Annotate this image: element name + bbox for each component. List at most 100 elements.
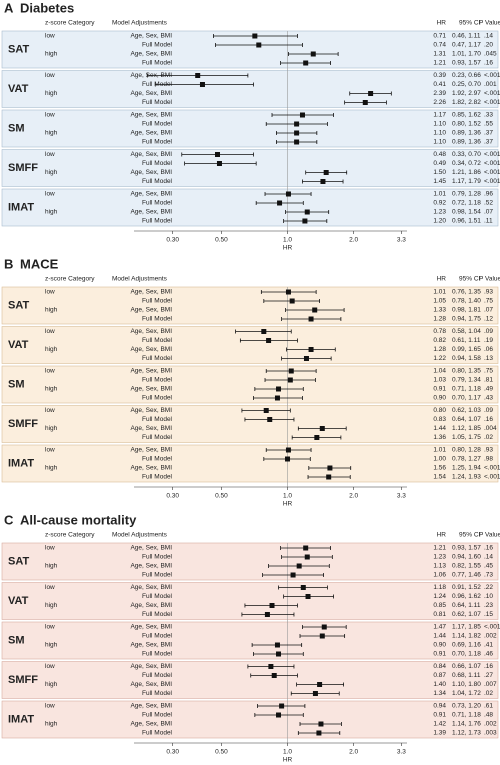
x-tick-label: 1.0	[283, 237, 292, 244]
hr-label: 1.00	[433, 456, 446, 463]
hr-label: 1.47	[433, 624, 446, 631]
header: P Value	[479, 276, 500, 283]
ci-label: 1.01, 1.70	[452, 51, 481, 58]
p-label: .43	[484, 395, 493, 402]
p-label: .37	[484, 130, 493, 137]
hr-marker	[276, 651, 282, 657]
hr-label: 1.10	[433, 130, 446, 137]
hr-marker	[302, 218, 308, 224]
model-label: Full Model	[142, 572, 173, 579]
model-label: Full Model	[142, 200, 173, 207]
p-label: .10	[484, 593, 493, 600]
x-tick-label: 2.0	[349, 493, 358, 500]
model-label: Age, Sex, BMI	[130, 328, 172, 335]
model-label: Age, Sex, BMI	[130, 545, 172, 552]
p-label: .22	[484, 584, 493, 591]
hr-label: 0.92	[433, 200, 446, 207]
model-label: Full Model	[142, 60, 173, 67]
p-label: .52	[484, 200, 493, 207]
p-label: <.001	[484, 624, 500, 631]
ci-label: 1.25, 1.94	[452, 465, 481, 472]
hr-marker	[303, 60, 309, 66]
model-label: Full Model	[142, 672, 173, 679]
category-label: low	[45, 407, 55, 414]
hr-label: 1.44	[433, 633, 446, 640]
p-label: .61	[484, 703, 493, 710]
hr-label: 1.54	[433, 474, 446, 481]
hr-label: 1.33	[433, 307, 446, 314]
p-label: .81	[484, 377, 493, 384]
model-label: Age, Sex, BMI	[130, 584, 172, 591]
x-tick-label: 1.0	[283, 749, 292, 756]
header: P Value	[479, 20, 500, 27]
ci-label: 0.34, 0.72	[452, 160, 481, 167]
x-tick-label: 0.30	[166, 237, 179, 244]
category-label: high	[45, 346, 58, 353]
hr-marker	[320, 179, 326, 184]
model-label: Age, Sex, BMI	[130, 663, 172, 670]
ci-label: 0.98, 1.81	[452, 307, 481, 314]
hr-label: 0.91	[433, 712, 446, 719]
hr-marker	[326, 474, 332, 480]
p-label: .93	[484, 447, 493, 454]
hr-marker	[303, 545, 309, 551]
model-label: Age, Sex, BMI	[130, 33, 172, 40]
p-label: .001	[484, 81, 497, 88]
ci-label: 0.46, 1.11	[452, 33, 481, 40]
hr-marker	[274, 395, 280, 401]
ci-label: 0.70, 1.17	[452, 395, 481, 402]
group-box	[1, 149, 499, 187]
hr-marker	[267, 417, 273, 422]
ci-label: 0.47, 1.17	[452, 42, 481, 49]
group-name: SMFF	[8, 418, 38, 430]
header: HR	[437, 276, 447, 283]
p-label: .06	[484, 346, 493, 353]
p-label: .98	[484, 456, 493, 463]
p-label: .46	[484, 651, 493, 658]
hr-marker	[266, 338, 272, 343]
p-label: .48	[484, 712, 493, 719]
panel-title: MACE	[20, 256, 59, 271]
model-label: Age, Sex, BMI	[130, 346, 172, 353]
hr-marker	[268, 664, 274, 669]
group-box	[1, 326, 499, 364]
header: Model Adjustments	[112, 276, 168, 283]
p-label: .16	[484, 416, 493, 423]
group-name: SAT	[8, 555, 29, 567]
p-label: .13	[484, 355, 493, 362]
hr-label: 0.90	[433, 395, 446, 402]
hr-label: 1.01	[433, 447, 446, 454]
group-box	[1, 286, 499, 325]
p-label: .002	[484, 721, 497, 728]
ci-label: 0.96, 1.51	[452, 218, 481, 225]
model-label: Full Model	[142, 593, 173, 600]
ci-label: 0.62, 1.03	[452, 407, 481, 414]
model-label: Age, Sex, BMI	[130, 602, 172, 609]
model-label: Full Model	[142, 337, 173, 344]
hr-marker	[317, 682, 323, 687]
model-label: Full Model	[142, 218, 173, 225]
category-label: low	[45, 624, 55, 631]
ci-label: 0.33, 0.70	[452, 151, 481, 158]
hr-marker	[285, 191, 291, 197]
ci-label: 0.61, 1.11	[452, 337, 481, 344]
hr-label: 1.45	[433, 178, 446, 185]
category-label: high	[45, 90, 58, 97]
hr-label: 1.01	[433, 289, 446, 296]
ci-label: 0.70, 1.18	[452, 651, 481, 658]
category-label: high	[45, 51, 58, 58]
model-label: Full Model	[142, 178, 173, 185]
hr-marker	[195, 73, 201, 78]
ci-label: 0.25, 0.70	[452, 81, 481, 88]
group-name: IMAT	[8, 457, 34, 469]
model-label: Full Model	[142, 474, 173, 481]
ci-label: 0.89, 1.36	[452, 130, 481, 137]
p-label: .12	[484, 316, 493, 323]
model-label: Full Model	[142, 121, 173, 128]
x-axis-label: HR	[283, 757, 293, 764]
header: Model Adjustments	[112, 20, 168, 27]
hr-label: 1.13	[433, 563, 446, 570]
hr-marker	[319, 633, 325, 639]
category-label: high	[45, 721, 58, 728]
ci-label: 0.58, 1.04	[452, 328, 481, 335]
